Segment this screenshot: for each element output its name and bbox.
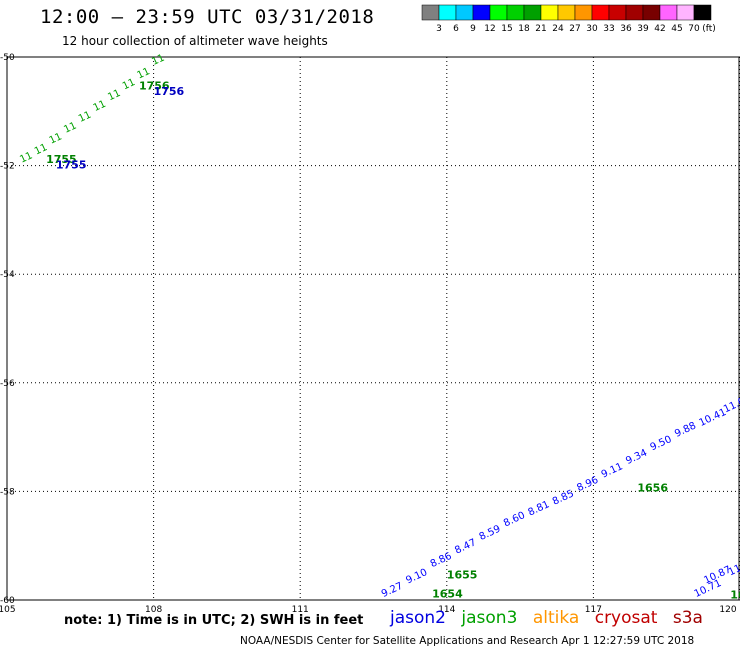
colorbar-swatch	[523, 4, 542, 21]
swh-point: 9.10	[404, 567, 429, 586]
colorbar-label: 27	[569, 24, 580, 34]
colorbar-swatch	[659, 4, 678, 21]
legend-jason2: jason2	[390, 608, 446, 628]
colorbar-label: 39	[637, 24, 649, 34]
swh-point: 9.88	[673, 420, 698, 439]
chart-subtitle: 12 hour collection of altimeter wave hei…	[62, 34, 328, 48]
y-tick-label: -60	[0, 596, 15, 606]
colorbar-label: 36	[620, 24, 632, 34]
swh-point: 8.60	[502, 510, 527, 529]
chart-title: 12:00 – 23:59 UTC 03/31/2018	[40, 6, 375, 28]
swh-point: 11	[48, 131, 64, 146]
colorbar-label: 24	[552, 24, 564, 34]
y-tick-label: -50	[0, 53, 15, 63]
plot-frame	[6, 56, 740, 601]
swh-point: 9.27	[380, 581, 405, 600]
footnote: note: 1) Time is in UTC; 2) SWH is in fe…	[64, 613, 364, 628]
colorbar-label: 9	[470, 24, 476, 34]
credit-line: NOAA/NESDIS Center for Satellite Applica…	[240, 635, 695, 647]
colorbar-label: 33	[603, 24, 614, 34]
colorbar-swatch	[642, 4, 661, 21]
time-label: 1755	[46, 153, 77, 166]
colorbar-label: 30	[586, 24, 598, 34]
swh-point: 11	[77, 110, 93, 125]
time-label: 1656	[730, 588, 740, 601]
colorbar-swatch	[591, 4, 610, 21]
swh-point: 11	[121, 77, 137, 92]
colorbar: 3 6 9 12 15 18 21 24 27 30 33 36 39 42 45 70 (ft)	[421, 4, 716, 34]
time-label: 1756	[139, 80, 170, 93]
colorbar-swatch	[472, 4, 491, 21]
x-tick-label: 111	[292, 605, 309, 615]
swh-point: 9.50	[649, 434, 674, 453]
y-tick-label: -54	[0, 270, 15, 280]
y-tick-label: -58	[0, 487, 15, 497]
plot-area: 105 108 111 114 117 120-50-52-54-56-58-601111…	[0, 53, 740, 615]
colorbar-swatch	[489, 4, 508, 21]
swh-point: 8.47	[453, 537, 478, 556]
x-tick-label: 108	[145, 605, 162, 615]
legend-s3a: s3a	[672, 608, 703, 628]
legend-jason3: jason3	[461, 608, 518, 628]
swh-point: 11.00	[722, 393, 740, 415]
colorbar-label: 42	[654, 24, 665, 34]
time-label: 1654	[432, 587, 463, 600]
swh-point: 11	[18, 150, 34, 165]
x-tick-label: 120	[719, 605, 736, 615]
colorbar-swatch	[540, 4, 559, 21]
colorbar-label: 70	[688, 24, 700, 34]
swh-point: 11	[33, 142, 49, 157]
swh-point: 11	[136, 66, 152, 81]
colorbar-swatch	[608, 4, 627, 21]
time-label: 1755	[56, 158, 87, 171]
satellite-legend: jason2 jason3 altika cryosat s3a	[390, 608, 713, 628]
colorbar-swatch	[506, 4, 525, 21]
swh-point: 8.85	[551, 488, 576, 507]
swh-point: 8.86	[429, 551, 454, 570]
swh-point: 11	[62, 120, 78, 135]
time-label: 1656	[637, 481, 668, 494]
colorbar-label: 6	[453, 24, 459, 34]
colorbar-swatch	[574, 4, 593, 21]
colorbar-swatch	[421, 4, 440, 21]
swh-point: 8.81	[526, 499, 551, 518]
colorbar-label: 21	[535, 24, 546, 34]
colorbar-swatch	[676, 4, 695, 21]
swh-point: 9.34	[624, 448, 649, 467]
swh-point: 11	[92, 99, 108, 114]
colorbar-swatch	[438, 4, 457, 21]
y-tick-label: -56	[0, 379, 15, 389]
colorbar-unit: (ft)	[702, 24, 716, 34]
colorbar-label: 12	[484, 24, 495, 34]
swh-point: 8.59	[478, 524, 503, 543]
colorbar-label: 45	[671, 24, 682, 34]
x-tick-label: 105	[0, 605, 16, 615]
x-tick-label: 114	[438, 605, 455, 615]
colorbar-label: 18	[518, 24, 530, 34]
colorbar-swatch	[557, 4, 576, 21]
legend-altika: altika	[532, 608, 580, 628]
time-label: 1756	[154, 85, 185, 98]
y-tick-label: -52	[0, 162, 15, 172]
legend-cryosat: cryosat	[594, 608, 658, 628]
swh-point: 11	[106, 88, 122, 103]
colorbar-label: 15	[501, 24, 512, 34]
swh-point: 11	[150, 53, 166, 68]
colorbar-swatch	[625, 4, 644, 21]
time-label: 1655	[447, 568, 478, 581]
colorbar-label: 3	[436, 24, 442, 34]
colorbar-swatch	[693, 4, 712, 21]
x-tick-label: 117	[585, 605, 602, 615]
swh-point: 9.11	[600, 461, 625, 480]
colorbar-swatch	[455, 4, 474, 21]
